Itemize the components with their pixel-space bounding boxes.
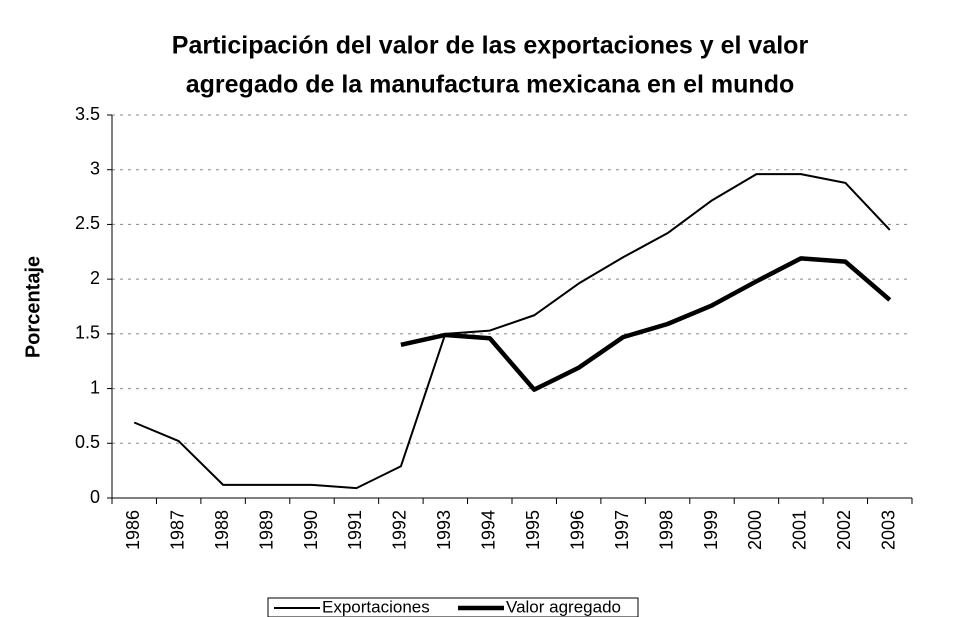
line-series [400, 256, 892, 392]
x-tick-label: 1987 [167, 510, 187, 550]
legend-text: Exportaciones [322, 597, 430, 616]
y-tick-label: 0 [90, 487, 100, 507]
x-tick-label: 1989 [256, 510, 276, 550]
y-tick-label: 2 [90, 268, 100, 288]
x-tick-label: 2002 [834, 510, 854, 550]
x-tick-label: 1998 [656, 510, 676, 550]
y-tick-label: 0.5 [75, 432, 100, 452]
x-tick-label: 2001 [790, 510, 810, 550]
x-tick-label: 1992 [390, 510, 410, 550]
y-tick-label: 1.5 [75, 323, 100, 343]
chart-title: agregado de la manufactura mexicana en e… [186, 71, 795, 99]
legend-text: Valor agregado [506, 597, 621, 616]
x-tick-label: 1999 [701, 510, 721, 550]
x-tick-label: 1996 [567, 510, 587, 550]
x-tick-label: 1986 [123, 510, 143, 550]
x-tick-label: 1990 [301, 510, 321, 550]
y-tick-label: 3.5 [75, 104, 100, 124]
x-tick-label: 1993 [434, 510, 454, 550]
x-tick-label: 1994 [479, 510, 499, 550]
x-tick-label: 1988 [212, 510, 232, 550]
y-tick-label: 2.5 [75, 213, 100, 233]
x-tick-label: 1997 [612, 510, 632, 550]
y-tick-label: 1 [90, 377, 100, 397]
x-tick-label: 2000 [745, 510, 765, 550]
x-tick-label: 1991 [345, 510, 365, 550]
x-tick-label: 2003 [879, 510, 899, 550]
y-axis-label: Porcentaje [22, 256, 44, 358]
chart-title: Participación del valor de las exportaci… [172, 32, 809, 60]
legend-box [267, 597, 639, 617]
x-tick-label: 1995 [523, 510, 543, 550]
line-series [133, 173, 891, 490]
y-tick-label: 3 [90, 158, 100, 178]
